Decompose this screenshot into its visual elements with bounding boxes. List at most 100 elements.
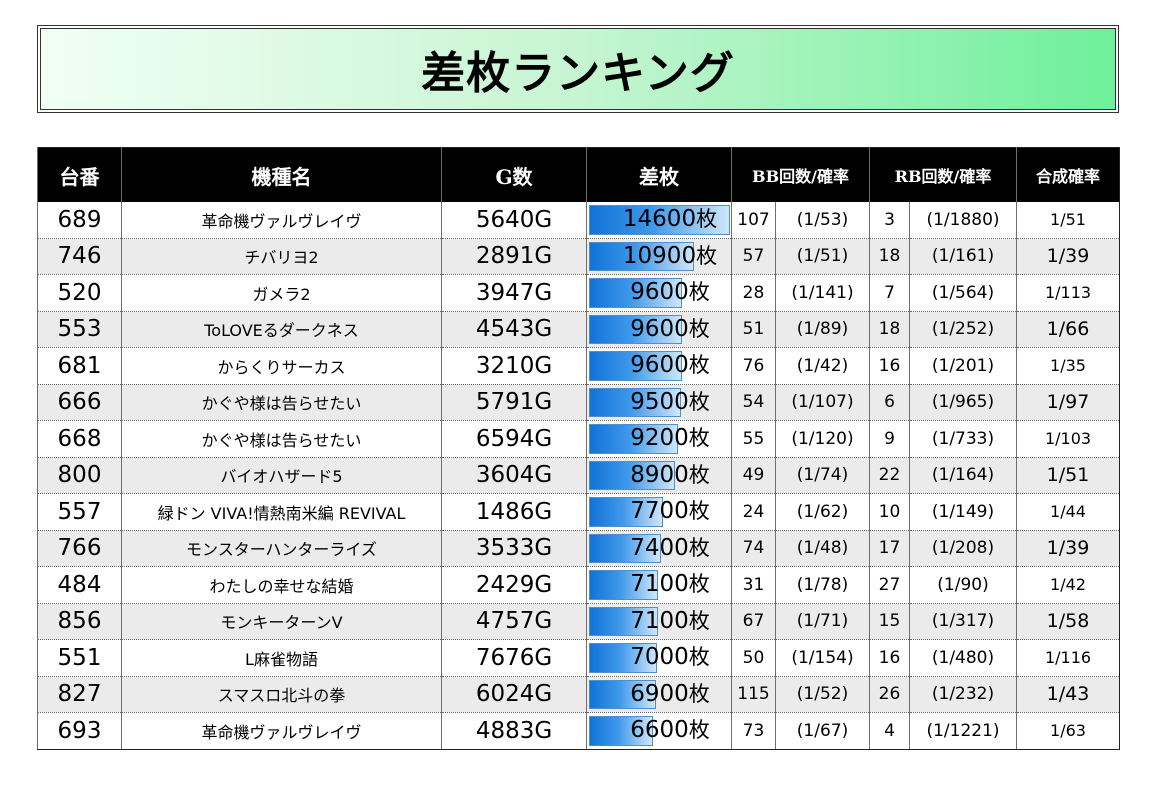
header-no[interactable]: 台番 [37,147,122,202]
machine-name: L麻雀物語 [121,639,442,677]
table-row[interactable]: 856 モンキーターンV 4757G 7100枚 67 (1/71) 15 (1/317) 1/… [37,603,1120,640]
table-row[interactable]: 689 革命機ヴァルヴレイヴ 5640G 14600枚 107 (1/53) 3 (1/188… [37,202,1120,239]
samai-unit: 枚 [696,243,718,268]
table-row[interactable]: 484 わたしの幸せな結婚 2429G 7100枚 31 (1/78) 27 (1/90) 1/… [37,566,1120,604]
samai-bar [589,387,681,417]
samai-number: 9200 [630,425,689,452]
table-row[interactable]: 681 からくりサーカス 3210G 9600枚 76 (1/42) 16 (1/201) 1/… [37,347,1120,385]
samai-cell: 8900枚 [586,457,732,494]
header-g[interactable]: G数 [441,147,587,202]
samai-value: 7100枚 [588,604,732,639]
samai-unit: 枚 [688,718,710,743]
machine-number: 666 [37,384,122,421]
machine-number: 766 [37,530,122,567]
combined-probability: 1/39 [1016,530,1120,567]
combined-probability: 1/116 [1016,639,1120,677]
table-row[interactable]: 800 バイオハザード5 3604G 8900枚 49 (1/74) 22 (1/164) 1/… [37,457,1120,494]
samai-value: 7100枚 [588,567,732,602]
rb-count: 10 [869,493,910,531]
table-row[interactable]: 551 L麻雀物語 7676G 7000枚 50 (1/154) 16 (1/480) 1/11… [37,639,1120,677]
game-count: 3947G [441,274,587,312]
samai-value: 10900枚 [588,239,732,274]
game-count: 6594G [441,420,587,458]
header-bb[interactable]: BB回数/確率 [731,147,870,202]
bb-probability: (1/67) [775,712,870,750]
machine-number: 689 [37,202,122,239]
rb-probability: (1/232) [908,676,1017,713]
samai-number: 6600 [630,717,689,744]
rb-count: 18 [869,311,910,348]
table-row[interactable]: 693 革命機ヴァルヴレイヴ 4883G 6600枚 73 (1/67) 4 (1/1221)… [37,712,1120,750]
machine-number: 827 [37,676,122,713]
samai-value: 6600枚 [588,713,732,748]
samai-bar [589,606,658,636]
samai-cell: 7100枚 [586,603,732,640]
samai-bar [589,205,730,235]
samai-cell: 7000枚 [586,639,732,677]
samai-unit: 枚 [688,499,710,524]
bb-probability: (1/51) [775,238,870,275]
game-count: 2891G [441,238,587,275]
samai-bar [589,716,653,746]
table-row[interactable]: 827 スマスロ北斗の拳 6024G 6900枚 115 (1/52) 26 (1/232) 1… [37,676,1120,713]
samai-number: 7700 [630,498,689,525]
samai-cell: 7100枚 [586,566,732,604]
table-row[interactable]: 666 かぐや様は告らせたい 5791G 9500枚 54 (1/107) 6 (1/965)… [37,384,1120,421]
machine-name: かぐや様は告らせたい [121,384,442,421]
samai-bar [589,314,682,344]
header-samai[interactable]: 差枚 [586,147,732,202]
samai-bar [589,351,682,381]
machine-name: かぐや様は告らせたい [121,420,442,458]
machine-name: スマスロ北斗の拳 [121,676,442,713]
bb-probability: (1/154) [775,639,870,677]
samai-value: 9500枚 [588,385,732,420]
samai-bar [589,460,675,490]
header-combined[interactable]: 合成確率 [1016,147,1120,202]
bb-count: 76 [731,347,776,385]
samai-value: 9600枚 [588,312,732,347]
samai-number: 7100 [630,607,689,634]
game-count: 3604G [441,457,587,494]
samai-number: 14600 [622,206,697,233]
bb-count: 107 [731,202,776,239]
bb-probability: (1/52) [775,676,870,713]
samai-number: 7100 [630,571,689,598]
rb-probability: (1/317) [908,603,1017,640]
header-rb[interactable]: RB回数/確率 [868,147,1017,202]
bb-probability: (1/141) [775,274,870,312]
table-row[interactable]: 746 チバリヨ2 2891G 10900枚 57 (1/51) 18 (1/161) 1/39 [37,238,1120,275]
table-row[interactable]: 520 ガメラ2 3947G 9600枚 28 (1/141) 7 (1/564) 1/113 [37,274,1120,312]
bb-probability: (1/48) [775,530,870,567]
machine-name: 緑ドン VIVA!情熱南米編 REVIVAL [121,493,442,531]
bb-probability: (1/120) [775,420,870,458]
table-row[interactable]: 557 緑ドン VIVA!情熱南米編 REVIVAL 1486G 7700枚 24 (1/… [37,493,1120,531]
samai-value: 9200枚 [588,421,732,456]
samai-cell: 6900枚 [586,676,732,713]
machine-number: 557 [37,493,122,531]
bb-count: 55 [731,420,776,458]
table-row[interactable]: 553 ToLOVEるダークネス 4543G 9600枚 51 (1/89) 18 (1/25… [37,311,1120,348]
samai-bar [589,570,658,600]
rb-count: 17 [869,530,910,567]
rb-count: 16 [869,347,910,385]
game-count: 7676G [441,639,587,677]
game-count: 4883G [441,712,587,750]
title-banner: 差枚ランキング [37,25,1119,113]
machine-name: 革命機ヴァルヴレイヴ [121,202,442,239]
table-row[interactable]: 668 かぐや様は告らせたい 6594G 9200枚 55 (1/120) 9 (1/733)… [37,420,1120,458]
machine-name: バイオハザード5 [121,457,442,494]
samai-value: 9600枚 [588,348,732,383]
combined-probability: 1/113 [1016,274,1120,312]
game-count: 4757G [441,603,587,640]
rb-count: 22 [869,457,910,494]
header-name[interactable]: 機種名 [121,147,442,202]
bb-count: 74 [731,530,776,567]
samai-cell: 9500枚 [586,384,732,421]
bb-count: 54 [731,384,776,421]
bb-count: 57 [731,238,776,275]
game-count: 3210G [441,347,587,385]
table-row[interactable]: 766 モンスターハンターライズ 3533G 7400枚 74 (1/48) 17 (1/20… [37,530,1120,567]
samai-unit: 枚 [688,681,710,706]
samai-value: 14600枚 [588,202,732,237]
samai-bar [589,497,664,527]
